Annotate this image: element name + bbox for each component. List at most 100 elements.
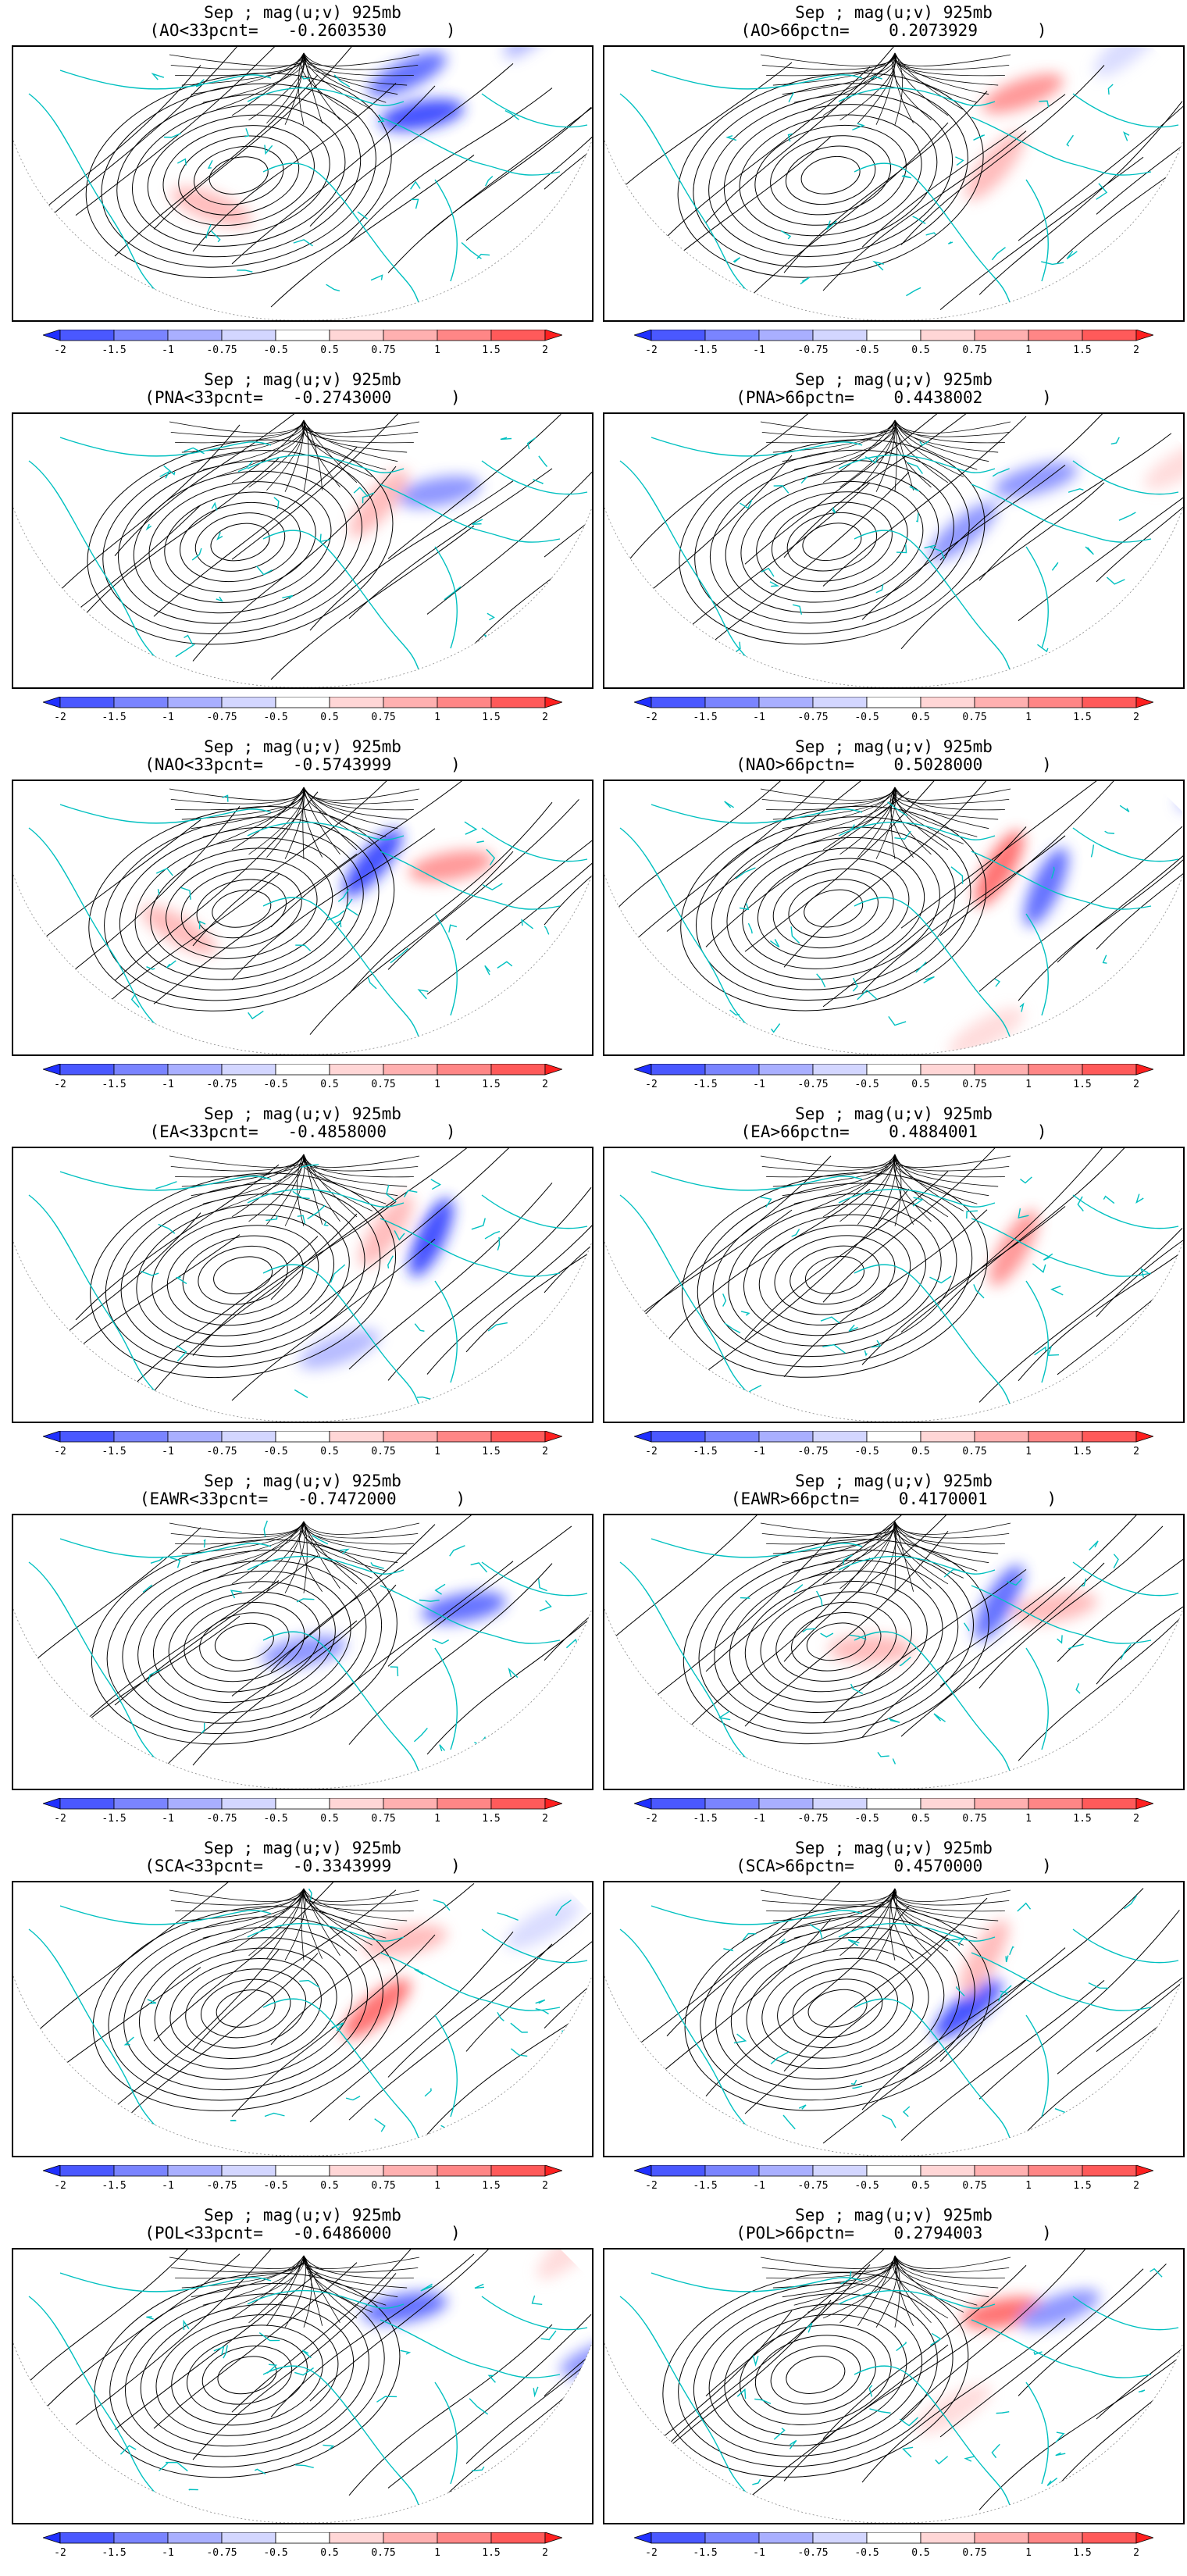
border-line [487, 613, 494, 619]
colorbar-tick-label: -0.5 [854, 2547, 879, 2559]
colorbar-box [921, 1064, 975, 1075]
map-plot [13, 2250, 592, 2523]
streamline [171, 53, 304, 70]
border-line [340, 1550, 348, 1554]
border-line [965, 2456, 974, 2461]
border-line [806, 2323, 812, 2332]
colorbar-box [60, 2532, 114, 2543]
border-line [294, 240, 313, 246]
panel-subtitle: (NAO<33pcnt= -0.5743999 ) [12, 755, 594, 774]
border-line [1032, 1264, 1045, 1272]
streamline [169, 53, 305, 66]
colorbar-tick-label: -2 [645, 2547, 658, 2559]
colorbar-box [705, 330, 759, 341]
streamline [761, 1154, 895, 1168]
colorbar-box [437, 2532, 491, 2543]
border-line [160, 472, 169, 478]
border-line [522, 920, 533, 929]
colorbar-box [1082, 2532, 1136, 2543]
border-line [1056, 2453, 1066, 2455]
border-line [444, 587, 461, 600]
coastline [482, 1562, 587, 1596]
border-line [323, 2445, 333, 2449]
colorbar-tick-label: -2 [645, 344, 658, 356]
map-plot [13, 1515, 592, 1789]
colorbar-box [1082, 1431, 1136, 1442]
border-line [567, 614, 570, 620]
streamline [785, 1238, 885, 1312]
border-line [265, 2113, 284, 2116]
colorbar-box [60, 1431, 114, 1442]
streamline [349, 2324, 552, 2496]
colorbar-extend-low [634, 697, 651, 708]
border-line [248, 1011, 264, 1019]
coastline [435, 180, 457, 281]
border-line [1105, 831, 1114, 833]
colorbar-tick-label: -1 [753, 712, 765, 723]
colorbar-tick-label: -2 [54, 1446, 66, 1457]
border-line [375, 2119, 385, 2132]
border-line [533, 2387, 538, 2396]
colorbar-tick-label: 1 [1025, 1446, 1032, 1457]
colorbar-tick-label: 0.5 [911, 712, 929, 723]
colorbar-tick-label: -1.5 [693, 1813, 717, 1825]
border-line [465, 822, 476, 834]
coastline [651, 805, 862, 823]
border-line [781, 230, 790, 238]
border-line [864, 1350, 867, 1355]
border-line [725, 801, 734, 808]
border-line [533, 480, 542, 483]
map-panel: Sep ; mag(u;v) 925mb(EAWR<33pcnt= -0.747… [12, 1472, 594, 1839]
border-line [1052, 1286, 1063, 1295]
streamline [895, 2256, 998, 2288]
streamline [169, 787, 304, 801]
streamline [169, 1522, 304, 1535]
streamline [894, 53, 1011, 66]
colorbar-extend-low [43, 1064, 60, 1075]
panel-title: Sep ; mag(u;v) 925mb [603, 737, 1185, 756]
domain-boundary [13, 875, 592, 1054]
colorbar-tick-label: 1 [1025, 712, 1032, 723]
border-line [562, 2030, 566, 2037]
colorbar-box [867, 1798, 921, 1809]
streamline [304, 787, 407, 819]
border-line [896, 2342, 906, 2350]
border-line [771, 2052, 789, 2064]
border-line [542, 1386, 558, 1394]
border-line [158, 889, 159, 895]
streamline [731, 832, 936, 985]
colorbar-extend-high [545, 697, 562, 708]
streamline [232, 829, 435, 980]
streamline [895, 1889, 1011, 1902]
map-plot [13, 47, 592, 320]
border-line [147, 524, 151, 529]
colorbar-box [276, 2532, 330, 2543]
colorbar-tick-label: -0.5 [854, 1079, 879, 1090]
border-line [181, 887, 191, 900]
colorbar-box [491, 1431, 545, 1442]
streamline [197, 2339, 297, 2413]
coastline [1026, 1648, 1048, 1750]
colorbar-box [276, 1798, 330, 1809]
colorbar-tick-label: 0.5 [320, 712, 338, 723]
border-line [346, 2096, 360, 2100]
colorbar-tick-label: 1.5 [1073, 712, 1091, 723]
colorbar-box [1028, 697, 1082, 708]
streamline [171, 2256, 305, 2272]
colorbar-tick-label: 2 [542, 712, 548, 723]
colorbar-tick-label: 1 [434, 1079, 440, 1090]
colorbar-tick-label: -1.5 [102, 2547, 126, 2559]
streamline [110, 2272, 384, 2478]
streamline [213, 1985, 279, 2032]
colorbar-box [1082, 2165, 1136, 2176]
panel-subtitle: (SCA>66pctn= 0.4570000 ) [603, 1857, 1185, 1875]
colorbar-tick-label: -1 [162, 1813, 174, 1825]
border-line [851, 2080, 857, 2085]
colorbar-extend-low [43, 2532, 60, 2543]
colorbar-box [222, 697, 276, 708]
map-panel: Sep ; mag(u;v) 925mb(POL<33pcnt= -0.6486… [12, 2206, 594, 2573]
anomaly-patch [942, 998, 1030, 1054]
